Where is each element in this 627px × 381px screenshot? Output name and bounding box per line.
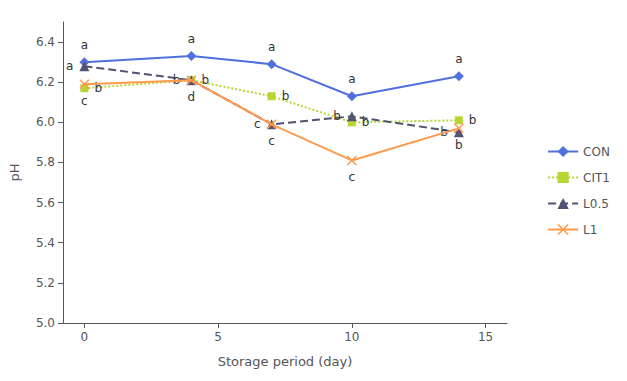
svg-text:5.2: 5.2: [36, 276, 55, 290]
svg-text:5: 5: [214, 330, 222, 344]
svg-text:5.6: 5.6: [36, 196, 55, 210]
svg-text:L1: L1: [583, 223, 597, 237]
svg-text:a: a: [348, 72, 355, 86]
svg-text:b: b: [333, 109, 341, 123]
svg-text:a: a: [455, 52, 462, 66]
svg-text:b: b: [172, 73, 181, 88]
svg-text:b: b: [94, 81, 102, 96]
svg-text:b: b: [201, 73, 209, 87]
svg-text:b: b: [282, 89, 290, 103]
svg-text:b: b: [361, 115, 370, 130]
svg-text:CIT1: CIT1: [583, 171, 610, 185]
svg-text:a: a: [81, 38, 88, 52]
svg-text:0: 0: [81, 330, 89, 344]
svg-text:6.2: 6.2: [36, 75, 55, 89]
svg-text:5.4: 5.4: [36, 236, 55, 250]
svg-text:CON: CON: [583, 145, 610, 159]
svg-text:a: a: [188, 32, 195, 46]
svg-text:L0.5: L0.5: [583, 197, 609, 211]
svg-text:pH: pH: [7, 163, 22, 181]
svg-text:5.8: 5.8: [36, 155, 55, 169]
svg-text:Storage period (day): Storage period (day): [218, 354, 353, 369]
svg-text:c: c: [81, 94, 88, 108]
svg-text:a: a: [66, 59, 73, 73]
svg-text:6.4: 6.4: [36, 35, 55, 49]
svg-text:10: 10: [344, 330, 359, 344]
svg-text:b: b: [455, 138, 463, 152]
svg-text:d: d: [188, 90, 196, 104]
svg-text:6.0: 6.0: [36, 115, 55, 129]
svg-text:b: b: [469, 113, 477, 127]
svg-text:15: 15: [478, 330, 493, 344]
svg-text:c: c: [254, 117, 261, 131]
svg-text:b: b: [440, 125, 448, 140]
svg-text:a: a: [268, 40, 275, 54]
svg-text:c: c: [349, 170, 356, 184]
svg-text:5.0: 5.0: [36, 316, 55, 330]
svg-text:c: c: [268, 134, 275, 148]
